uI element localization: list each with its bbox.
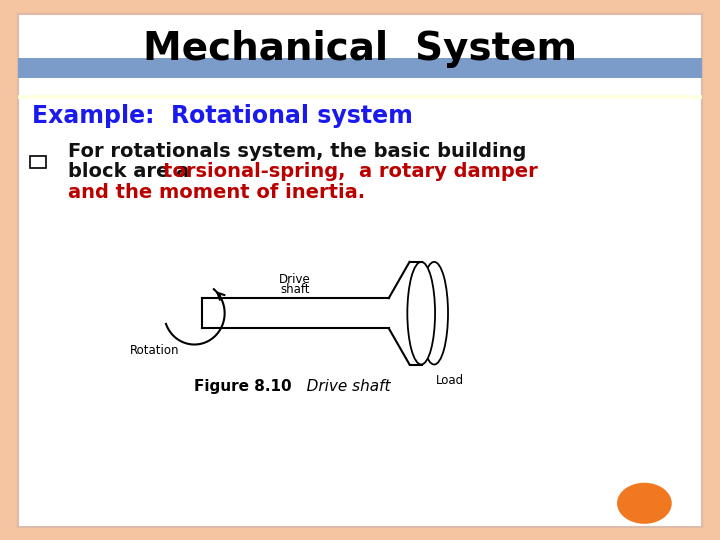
Text: shaft: shaft [281,284,310,296]
Text: Load: Load [436,374,464,387]
Text: torsional-spring,  a rotary damper: torsional-spring, a rotary damper [163,162,537,181]
Text: Rotation: Rotation [130,345,179,357]
Bar [18,58,702,78]
FancyBboxPatch shape [18,14,702,526]
Text: Mechanical  System: Mechanical System [143,30,577,68]
Circle shape [617,483,672,524]
Text: Example:  Rotational system: Example: Rotational system [32,104,413,128]
Text: Figure 8.10: Figure 8.10 [194,379,292,394]
Ellipse shape [420,262,448,364]
Text: For rotationals system, the basic building: For rotationals system, the basic buildi… [68,141,527,161]
Text: block are a: block are a [68,162,197,181]
Bar [30,156,46,168]
Bar [18,94,702,99]
Text: Drive shaft: Drive shaft [292,379,390,394]
Text: and the moment of inertia.: and the moment of inertia. [68,183,366,202]
Ellipse shape [408,262,435,364]
Text: Drive: Drive [279,273,311,286]
